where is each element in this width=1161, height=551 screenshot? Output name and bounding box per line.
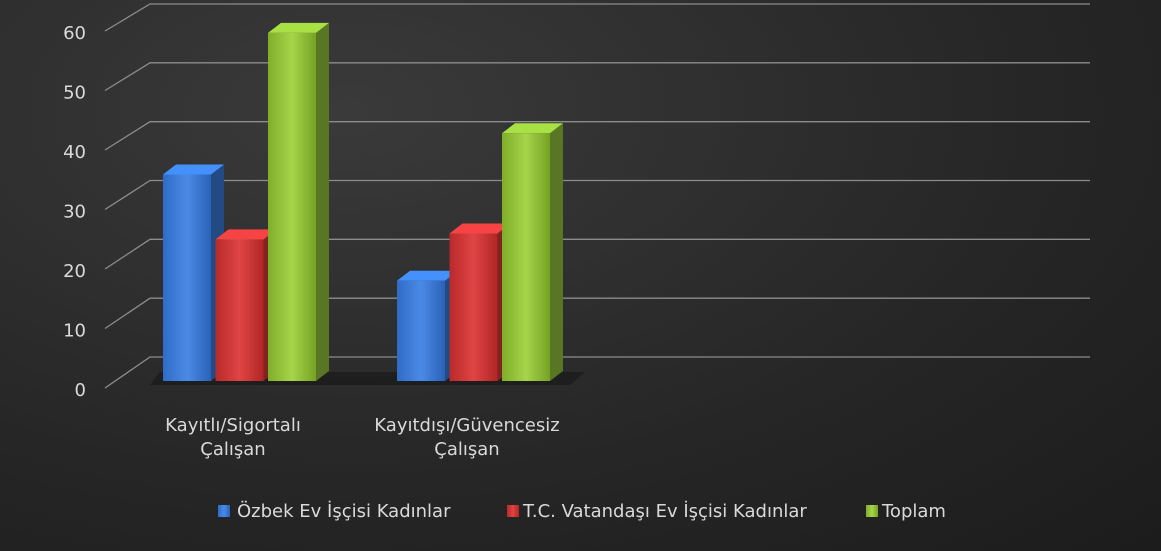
- bar: [397, 280, 445, 381]
- x-tick-label: Kayıtlı/Sigortalı Çalışan: [165, 415, 301, 460]
- bar: [268, 32, 316, 382]
- y-tick-label: 40: [63, 142, 86, 163]
- grid-line: [104, 356, 1090, 389]
- grid-line: [104, 179, 1090, 211]
- legend-marker: [866, 505, 878, 517]
- bar-side: [550, 123, 563, 381]
- grid-line: [104, 121, 1090, 151]
- bar-top: [215, 229, 277, 240]
- bar: [163, 174, 211, 381]
- bar-top: [397, 270, 458, 281]
- legend-label: Özbek Ev İşçisi Kadınlar: [237, 500, 451, 522]
- bar: [215, 239, 264, 381]
- bar-top: [449, 223, 511, 234]
- grid-line: [104, 3, 1090, 32]
- bar: [449, 233, 498, 381]
- y-tick-label: 50: [63, 83, 86, 104]
- y-tick-label: 10: [63, 321, 86, 342]
- legend-label: T.C. Vatandaşı Ev İşçisi Kadınlar: [522, 501, 807, 522]
- y-tick-label: 0: [75, 380, 86, 401]
- grid-line: [104, 62, 1090, 92]
- grid-line: [104, 297, 1090, 330]
- x-tick-label: Kayıtdışı/Güvencesiz Çalışan: [374, 415, 560, 460]
- y-tick-label: 60: [63, 23, 86, 44]
- legend-label: Toplam: [881, 501, 946, 522]
- bar: [502, 133, 550, 381]
- legend-marker: [218, 505, 230, 517]
- bar-top: [502, 123, 563, 134]
- y-tick-label: 30: [63, 202, 86, 223]
- grid-line: [104, 238, 1090, 270]
- legend-marker: [507, 505, 519, 517]
- bar-top: [268, 22, 329, 33]
- bar-side: [316, 22, 329, 382]
- y-tick-label: 20: [63, 261, 86, 282]
- bar-top: [163, 164, 224, 175]
